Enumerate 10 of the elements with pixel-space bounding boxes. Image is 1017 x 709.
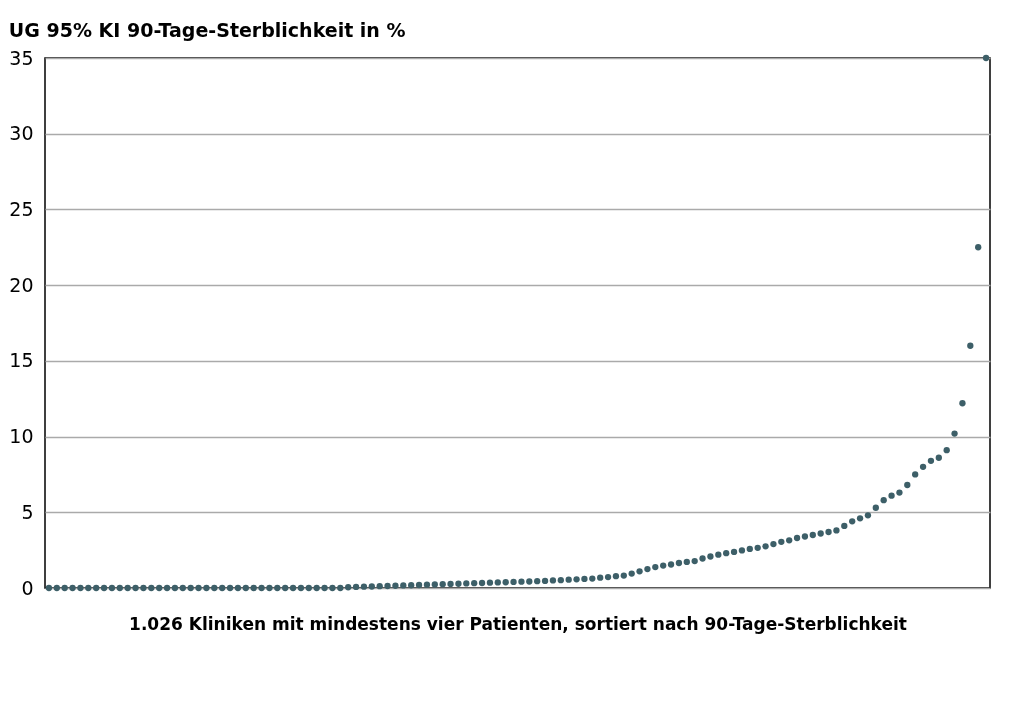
y-tick-label: 35 bbox=[9, 46, 34, 69]
y-tick-label: 10 bbox=[9, 425, 34, 448]
y-tick-label: 15 bbox=[9, 349, 34, 372]
y-tick-label: 20 bbox=[9, 273, 34, 296]
y-tick-label: 5 bbox=[21, 500, 34, 523]
x-axis-title: 1.026 Kliniken mit mindestens vier Patienten, sortiert nach 90-Tage-Sterblichkeit bbox=[129, 613, 907, 634]
y-tick-label: 25 bbox=[9, 197, 34, 220]
chart-title: UG 95% KI 90-Tage-Sterblichkeit in % bbox=[8, 19, 406, 41]
y-tick-label: 0 bbox=[21, 576, 34, 599]
y-tick-label: 30 bbox=[9, 122, 34, 145]
